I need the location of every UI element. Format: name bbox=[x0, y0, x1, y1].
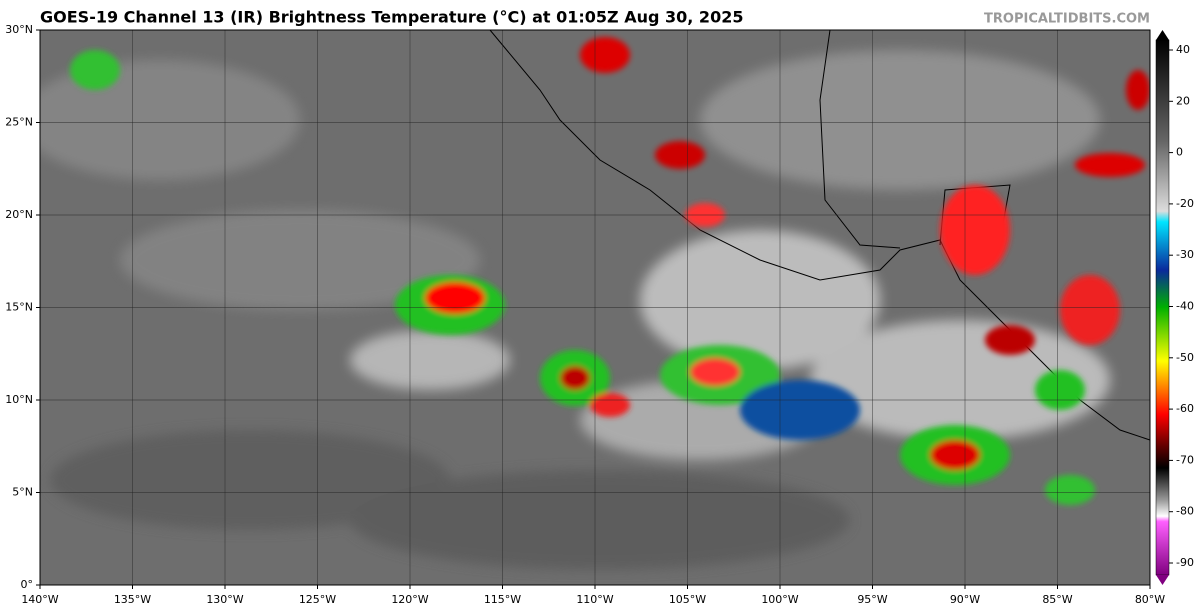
colorbar-tick-label: -60 bbox=[1176, 402, 1194, 415]
lat-tick-label: 10°N bbox=[5, 393, 33, 406]
lon-tick-label: 120°W bbox=[391, 593, 428, 606]
colorbar-bottom-arrow bbox=[1156, 575, 1169, 585]
lon-tick-label: 95°W bbox=[857, 593, 887, 606]
colorbar-tick-label: -70 bbox=[1176, 453, 1194, 466]
colorbar-tick-label: -20 bbox=[1176, 197, 1194, 210]
colorbar-tick-label: 0 bbox=[1176, 146, 1183, 159]
colorbar bbox=[1155, 39, 1170, 576]
colorbar-tick-label: 20 bbox=[1176, 94, 1190, 107]
colorbar-tick-label: 40 bbox=[1176, 43, 1190, 56]
colorbar-tick-label: -40 bbox=[1176, 300, 1194, 313]
lon-tick-label: 115°W bbox=[484, 593, 521, 606]
colorbar-tick-label: -30 bbox=[1176, 248, 1194, 261]
colorbar-tick-label: -50 bbox=[1176, 351, 1194, 364]
lon-tick-label: 80°W bbox=[1135, 593, 1165, 606]
colorbar-top-arrow bbox=[1156, 30, 1169, 40]
colorbar-tick-label: -80 bbox=[1176, 505, 1194, 518]
lon-tick-label: 105°W bbox=[669, 593, 706, 606]
lon-tick-label: 135°W bbox=[114, 593, 151, 606]
lon-tick-label: 130°W bbox=[206, 593, 243, 606]
colorbar-tick-label: -90 bbox=[1176, 556, 1194, 569]
lon-tick-label: 110°W bbox=[576, 593, 613, 606]
lon-tick-label: 125°W bbox=[299, 593, 336, 606]
lat-tick-label: 30°N bbox=[5, 23, 33, 36]
map-frame bbox=[39, 29, 1151, 586]
colorbar-ticks: 40 20 0 -20 -30 -40 -50 -60 -70 -80 -90 bbox=[1169, 43, 1194, 569]
lat-tick-label: 20°N bbox=[5, 208, 33, 221]
watermark: TROPICALTIDBITS.COM bbox=[984, 12, 1150, 27]
lon-tick-label: 90°W bbox=[950, 593, 980, 606]
lat-tick-label: 25°N bbox=[5, 116, 33, 129]
lon-tick-label: 100°W bbox=[761, 593, 798, 606]
lon-tick-label: 85°W bbox=[1042, 593, 1072, 606]
lon-tick-label: 140°W bbox=[21, 593, 58, 606]
lat-tick-label: 5°N bbox=[12, 486, 33, 499]
lat-tick-label: 0° bbox=[21, 578, 34, 591]
title: GOES-19 Channel 13 (IR) Brightness Tempe… bbox=[40, 8, 743, 27]
lat-tick-label: 15°N bbox=[5, 301, 33, 314]
